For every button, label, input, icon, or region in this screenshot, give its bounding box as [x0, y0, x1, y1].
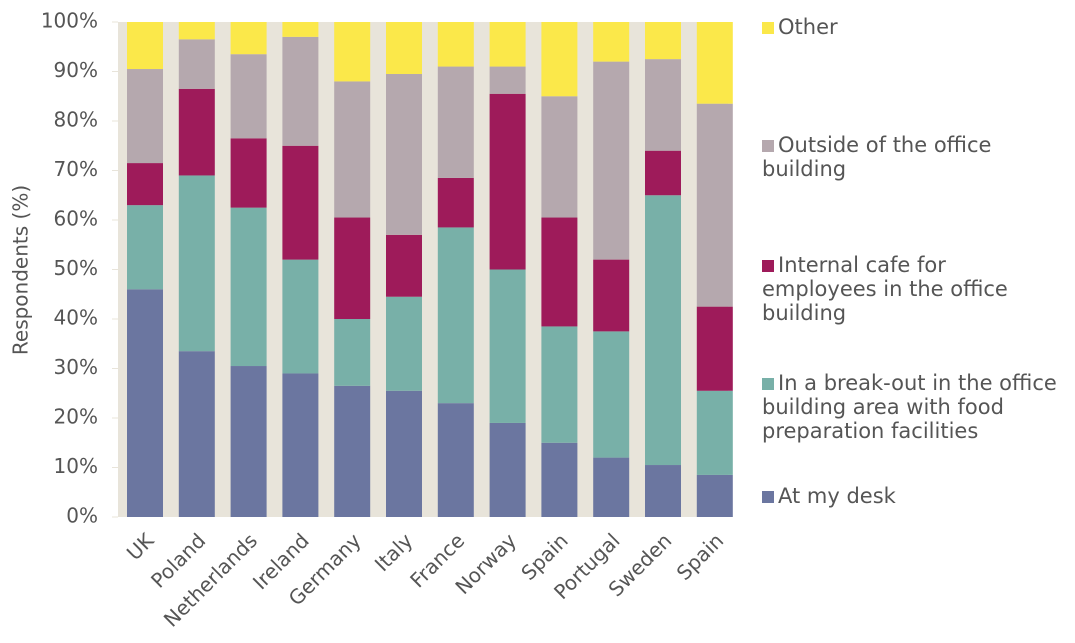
bar-segment — [696, 306, 733, 391]
legend-label: Internal cafe for employees in the offic… — [762, 253, 1008, 325]
legend-item: At my desk — [762, 484, 1062, 508]
bar-segment — [334, 217, 371, 319]
bar-segment — [593, 61, 630, 260]
bar-segment — [282, 36, 319, 146]
legend-swatch — [762, 260, 774, 272]
bar-segment — [178, 351, 215, 517]
bar-segment — [282, 145, 319, 260]
bar-segment — [645, 59, 681, 151]
bar-segment — [541, 217, 578, 327]
legend-label: In a break-out in the office building ar… — [762, 371, 1057, 443]
y-tick-label: 50% — [54, 256, 98, 280]
bar-segment — [437, 403, 474, 517]
bar-segment — [386, 22, 422, 74]
legend-label: Outside of the office building — [762, 133, 992, 181]
bar-segment — [178, 175, 215, 352]
bar-segment — [645, 150, 681, 196]
bar-segment — [230, 207, 267, 367]
bar-segment — [127, 22, 163, 70]
y-tick-label: 80% — [54, 108, 98, 132]
bar-segment — [541, 442, 578, 517]
bar-segment — [593, 259, 630, 332]
bar-segment — [645, 465, 681, 517]
y-tick-label: 70% — [54, 157, 98, 181]
bar-segment — [334, 22, 371, 82]
bar-segment — [127, 163, 163, 206]
bar-segment — [437, 227, 474, 404]
bar-segment — [593, 22, 630, 62]
bar-segment — [541, 22, 578, 97]
y-tick-label: 90% — [54, 58, 98, 82]
x-tick-label: Italy — [370, 528, 418, 576]
bar-segment — [127, 289, 163, 517]
legend-item: In a break-out in the office building ar… — [762, 371, 1062, 443]
y-tick-label: 40% — [54, 306, 98, 330]
bar-segment — [230, 22, 267, 55]
bar-segment — [696, 474, 733, 517]
x-tick-label: Spain — [672, 528, 728, 584]
x-tick-label: UK — [122, 528, 159, 565]
y-tick-label: 60% — [54, 207, 98, 231]
bar-segment — [230, 138, 267, 208]
legend-item: Outside of the office building — [762, 133, 1062, 181]
bar-segment — [489, 66, 526, 94]
bar-segment — [334, 319, 371, 386]
y-tick-label: 100% — [41, 9, 98, 33]
bar-segment — [696, 22, 733, 104]
bar-segment — [282, 259, 319, 374]
bar-segment — [282, 373, 319, 517]
bar-segment — [334, 385, 371, 517]
bar-segment — [696, 390, 733, 475]
bar-segment — [645, 195, 681, 466]
bar-segment — [696, 103, 733, 307]
bar-segment — [230, 366, 267, 517]
legend-swatch — [762, 22, 774, 34]
y-axis-title: Respondents (%) — [9, 185, 33, 355]
bar-segment — [127, 69, 163, 164]
bar-segment — [230, 54, 267, 139]
legend-swatch — [762, 140, 774, 152]
bar-segment — [489, 422, 526, 517]
y-tick-label: 20% — [54, 405, 98, 429]
legend-item: Other — [762, 15, 1062, 39]
legend-swatch — [762, 378, 774, 390]
bar-segment — [437, 177, 474, 228]
bar-segment — [178, 22, 215, 40]
bar-segment — [437, 22, 474, 67]
bar-segment — [437, 66, 474, 178]
bar-segment — [489, 93, 526, 270]
legend-item: Internal cafe for employees in the offic… — [762, 253, 1062, 325]
bar-segment — [386, 73, 422, 235]
bar-segment — [489, 22, 526, 67]
bar-segment — [127, 205, 163, 290]
bar-segment — [386, 296, 422, 391]
bar-segment — [282, 22, 319, 37]
bar-segment — [178, 39, 215, 89]
y-tick-label: 10% — [54, 454, 98, 478]
legend-label: Other — [778, 15, 838, 39]
legend-swatch — [762, 491, 774, 503]
y-tick-label: 0% — [66, 504, 98, 528]
bar-segment — [178, 88, 215, 176]
bar-segment — [541, 96, 578, 218]
bar-segment — [489, 269, 526, 423]
bar-segment — [386, 390, 422, 517]
bar-segment — [334, 81, 371, 218]
bar-segment — [386, 234, 422, 297]
bar-segment — [593, 457, 630, 517]
legend-label: At my desk — [778, 484, 896, 508]
bar-segment — [645, 22, 681, 60]
bar-segment — [593, 331, 630, 458]
bar-segment — [541, 326, 578, 443]
y-tick-label: 30% — [54, 355, 98, 379]
